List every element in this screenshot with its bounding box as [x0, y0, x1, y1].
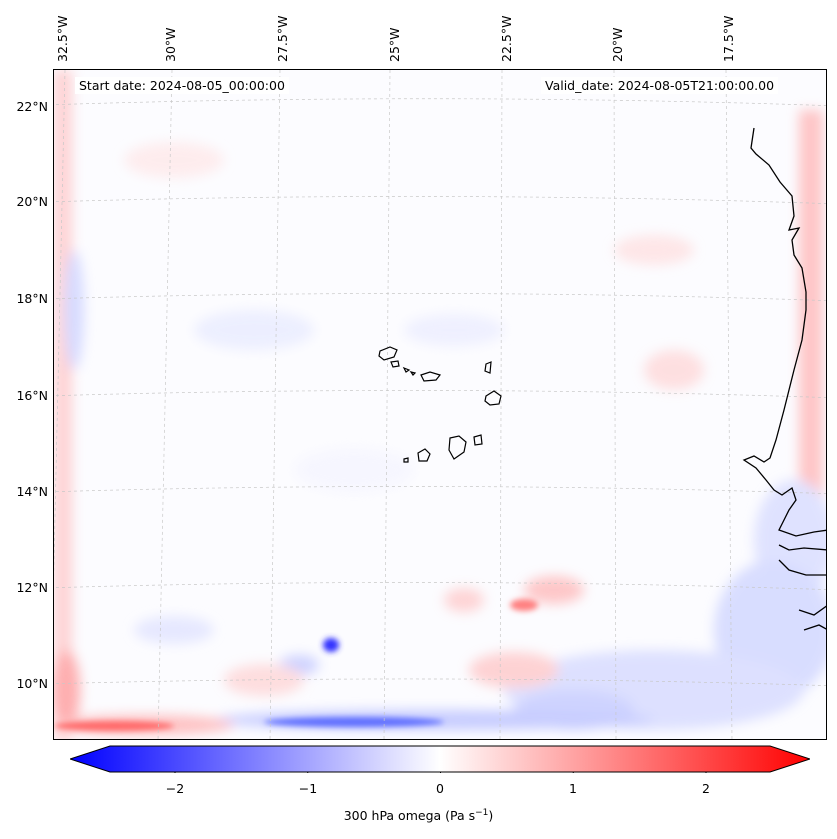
colorbar: [68, 745, 812, 777]
lat-label: 18°N: [16, 291, 48, 306]
lat-label: 16°N: [16, 388, 48, 403]
graticule: [54, 70, 826, 739]
map-panel: [53, 69, 827, 740]
cape-verde-islands: [378, 346, 502, 463]
coastline: [742, 127, 826, 631]
lon-label: 30°W: [163, 27, 178, 62]
colorbar-title-sup: −1: [475, 808, 489, 818]
lat-label: 12°N: [16, 580, 48, 595]
colorbar-tick-label: −1: [298, 781, 318, 796]
lon-label: 25°W: [387, 27, 402, 62]
lat-label: 20°N: [16, 194, 48, 209]
lon-label: 27.5°W: [275, 15, 290, 62]
colorbar-title-end: ): [488, 808, 494, 824]
lat-label: 22°N: [16, 99, 48, 114]
colorbar-title-text: 300 hPa omega (Pa s: [343, 808, 476, 824]
colorbar-tick-label: −2: [165, 781, 185, 796]
colorbar-title: 300 hPa omega (Pa s−1): [0, 808, 837, 823]
lat-label: 10°N: [16, 676, 48, 691]
lon-label: 17.5°W: [721, 15, 736, 62]
lon-label: 22.5°W: [499, 15, 514, 62]
valid-date-label: Valid_date: 2024-08-05T21:00:00.00: [541, 77, 779, 94]
omega-field-map: [54, 70, 826, 739]
colorbar-tick-label: 1: [569, 781, 577, 796]
colorbar-tick-label: 0: [436, 781, 444, 796]
lon-label: 20°W: [610, 27, 625, 62]
lon-label: 32.5°W: [55, 15, 70, 62]
colorbar-tick-label: 2: [702, 781, 710, 796]
colorbar-graphic: [68, 745, 812, 777]
lat-label: 14°N: [16, 484, 48, 499]
omega-shading: [54, 70, 826, 739]
start-date-label: Start date: 2024-08-05_00:00:00: [75, 77, 289, 94]
